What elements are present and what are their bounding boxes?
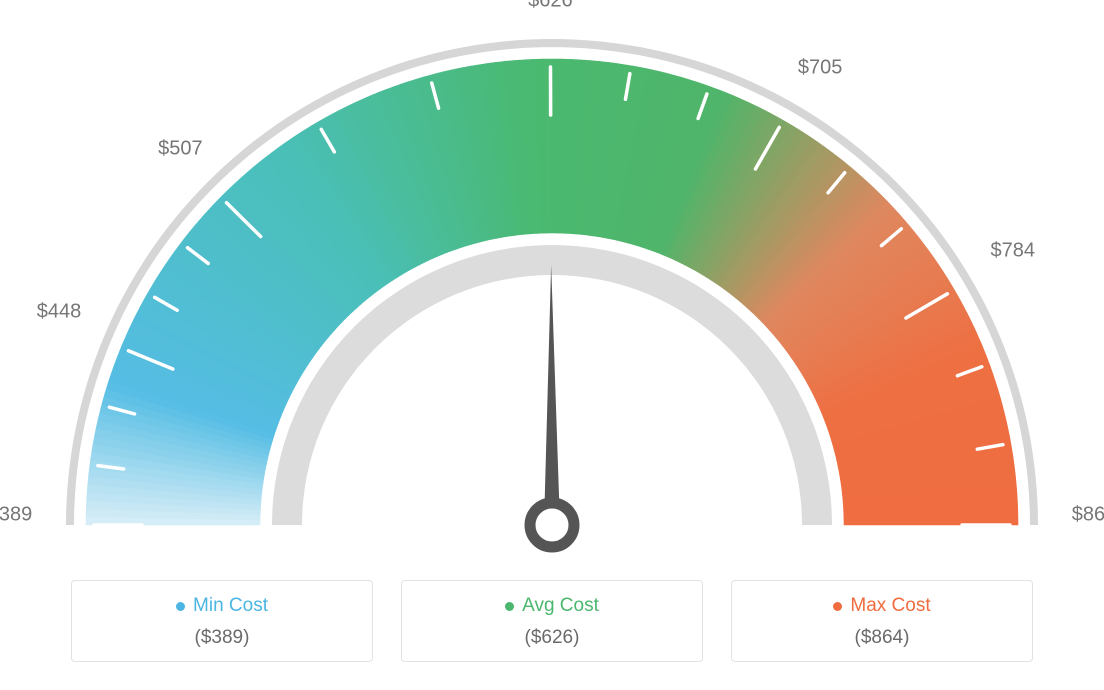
gauge-area: $389 $448 $507 $626 $705 $784 $864 <box>0 0 1104 570</box>
legend-max-dot <box>833 602 842 611</box>
legend-avg-box: Avg Cost ($626) <box>401 580 703 662</box>
legend-min-title: Min Cost <box>176 595 268 617</box>
legend-max-box: Max Cost ($864) <box>731 580 1033 662</box>
legend-max-label: Max Cost <box>850 595 930 617</box>
legend-min-box: Min Cost ($389) <box>71 580 373 662</box>
tick-label: $448 <box>37 300 82 323</box>
gauge-svg <box>0 0 1104 570</box>
legend-avg-label: Avg Cost <box>522 595 599 617</box>
tick-label: $507 <box>158 137 203 160</box>
chart-container: $389 $448 $507 $626 $705 $784 $864 Min Cost ($… <box>0 0 1104 690</box>
legend-min-value: ($389) <box>72 627 372 649</box>
legend-max-value: ($864) <box>732 627 1032 649</box>
legend-row: Min Cost ($389) Avg Cost ($626) Max Cost… <box>0 580 1104 662</box>
legend-max-title: Max Cost <box>833 595 930 617</box>
legend-avg-dot <box>505 602 514 611</box>
legend-avg-value: ($626) <box>402 627 702 649</box>
legend-avg-title: Avg Cost <box>505 595 599 617</box>
tick-label: $784 <box>990 239 1035 262</box>
tick-label: $626 <box>528 0 573 13</box>
tick-label: $705 <box>798 56 843 79</box>
legend-min-label: Min Cost <box>193 595 268 617</box>
legend-min-dot <box>176 602 185 611</box>
tick-label: $389 <box>0 504 32 527</box>
tick-label: $864 <box>1072 504 1104 527</box>
